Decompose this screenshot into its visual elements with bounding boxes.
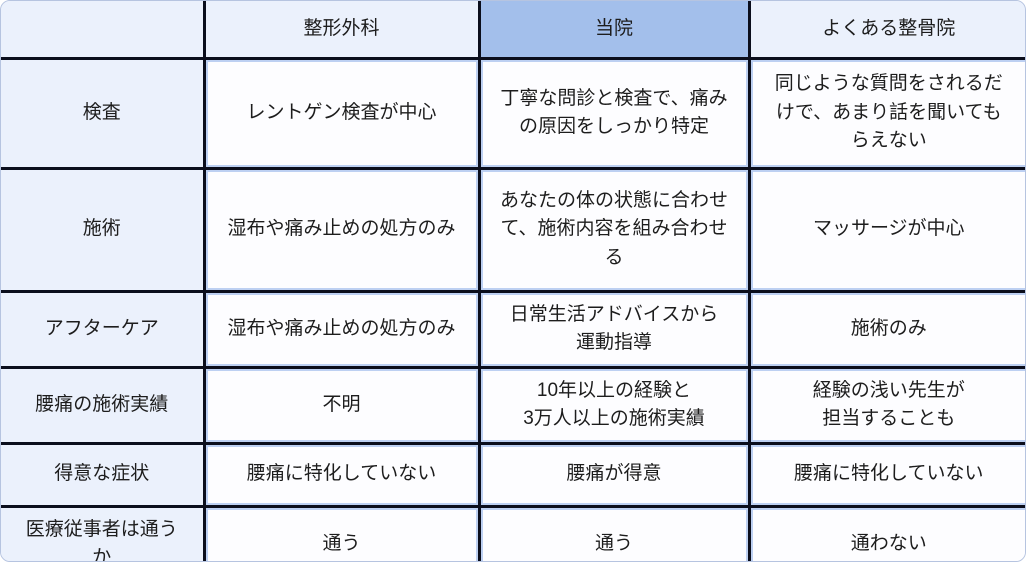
row-label-treatment: 施術: [1, 166, 206, 293]
row-label-specialty: 得意な症状: [1, 441, 206, 508]
row-label-medical-workers-attend: 医療従事者は通うか: [1, 504, 206, 561]
row-label-track-record: 腰痛の施術実績: [1, 365, 206, 445]
cell-track-record-orthopedics: 不明: [202, 365, 481, 445]
cell-medical-workers-our-clinic: 通う: [477, 504, 751, 561]
row-medical-workers-attend: 医療従事者は通うか 通う 通う 通わない: [1, 504, 1025, 561]
header-cell-our-clinic: 当院: [477, 1, 751, 60]
cell-medical-workers-osteopathic: 通わない: [747, 504, 1025, 561]
cell-treatment-our-clinic: あなたの体の状態に合わせて、施術内容を組み合わせる: [477, 166, 751, 293]
cell-specialty-orthopedics: 腰痛に特化していない: [202, 441, 481, 508]
row-label-examination: 検査: [1, 56, 206, 170]
cell-examination-osteopathic: 同じような質問をされるだけで、あまり話を聞いてもらえない: [747, 56, 1025, 170]
row-aftercare: アフターケア 湿布や痛み止めの処方のみ 日常生活アドバイスから 運動指導 施術の…: [1, 289, 1025, 369]
header-cell-empty: [1, 1, 206, 60]
cell-aftercare-our-clinic: 日常生活アドバイスから 運動指導: [477, 289, 751, 369]
header-cell-common-osteopathic: よくある整骨院: [747, 1, 1025, 60]
cell-treatment-osteopathic: マッサージが中心: [747, 166, 1025, 293]
cell-examination-our-clinic: 丁寧な問診と検査で、痛みの原因をしっかり特定: [477, 56, 751, 170]
cell-track-record-osteopathic: 経験の浅い先生が 担当することも: [747, 365, 1025, 445]
cell-examination-orthopedics: レントゲン検査が中心: [202, 56, 481, 170]
cell-treatment-orthopedics: 湿布や痛み止めの処方のみ: [202, 166, 481, 293]
cell-specialty-osteopathic: 腰痛に特化していない: [747, 441, 1025, 508]
cell-medical-workers-orthopedics: 通う: [202, 504, 481, 561]
row-treatment: 施術 湿布や痛み止めの処方のみ あなたの体の状態に合わせて、施術内容を組み合わせ…: [1, 166, 1025, 293]
row-examination: 検査 レントゲン検査が中心 丁寧な問診と検査で、痛みの原因をしっかり特定 同じよ…: [1, 56, 1025, 170]
row-specialty: 得意な症状 腰痛に特化していない 腰痛が得意 腰痛に特化していない: [1, 441, 1025, 508]
row-track-record: 腰痛の施術実績 不明 10年以上の経験と 3万人以上の施術実績 経験の浅い先生が…: [1, 365, 1025, 445]
cell-aftercare-orthopedics: 湿布や痛み止めの処方のみ: [202, 289, 481, 369]
header-cell-orthopedics: 整形外科: [202, 1, 481, 60]
header-row: 整形外科 当院 よくある整骨院: [1, 1, 1025, 60]
cell-specialty-our-clinic: 腰痛が得意: [477, 441, 751, 508]
cell-track-record-our-clinic: 10年以上の経験と 3万人以上の施術実績: [477, 365, 751, 445]
row-label-aftercare: アフターケア: [1, 289, 206, 369]
cell-aftercare-osteopathic: 施術のみ: [747, 289, 1025, 369]
